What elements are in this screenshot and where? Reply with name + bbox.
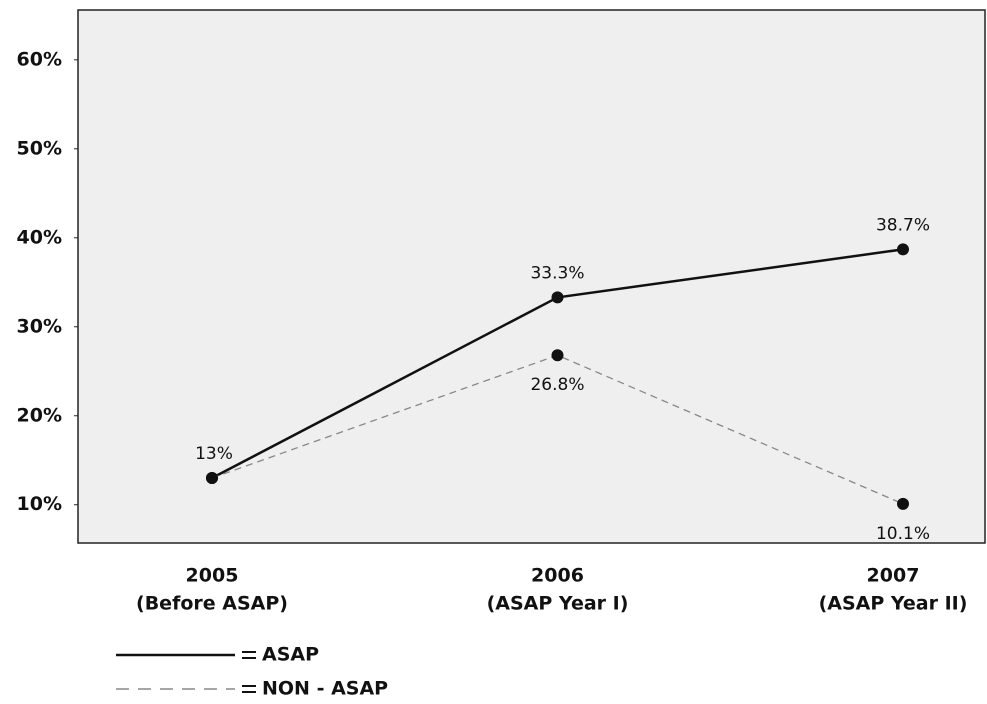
x-tick-label: 2005 — [186, 565, 239, 587]
point — [897, 243, 909, 256]
x-tick-sublabel: (ASAP Year II) — [819, 593, 968, 615]
x-tick-sublabel: (ASAP Year I) — [487, 593, 629, 615]
x-tick-sublabel: (Before ASAP) — [136, 593, 288, 615]
legend-label: NON - ASAP — [262, 678, 388, 700]
y-tick-label: 30% — [17, 315, 62, 337]
y-tick-label: 20% — [17, 404, 62, 426]
x-tick-label: 2006 — [531, 565, 584, 587]
data-label: 10.1% — [876, 524, 930, 544]
point — [897, 497, 909, 510]
point — [551, 291, 564, 304]
y-tick-label: 60% — [17, 48, 62, 70]
data-label: 33.3% — [530, 263, 584, 283]
plot-area — [77, 9, 986, 544]
y-tick-label: 40% — [17, 226, 62, 248]
legend-label: ASAP — [262, 644, 319, 666]
data-label: 38.7% — [876, 215, 930, 235]
point — [551, 349, 564, 362]
point — [206, 472, 218, 485]
y-tick-label: 10% — [17, 493, 62, 515]
data-label: 26.8% — [530, 375, 584, 395]
data-label: 13% — [195, 444, 233, 464]
x-tick-label: 2007 — [867, 565, 920, 587]
y-tick-label: 50% — [17, 137, 62, 159]
